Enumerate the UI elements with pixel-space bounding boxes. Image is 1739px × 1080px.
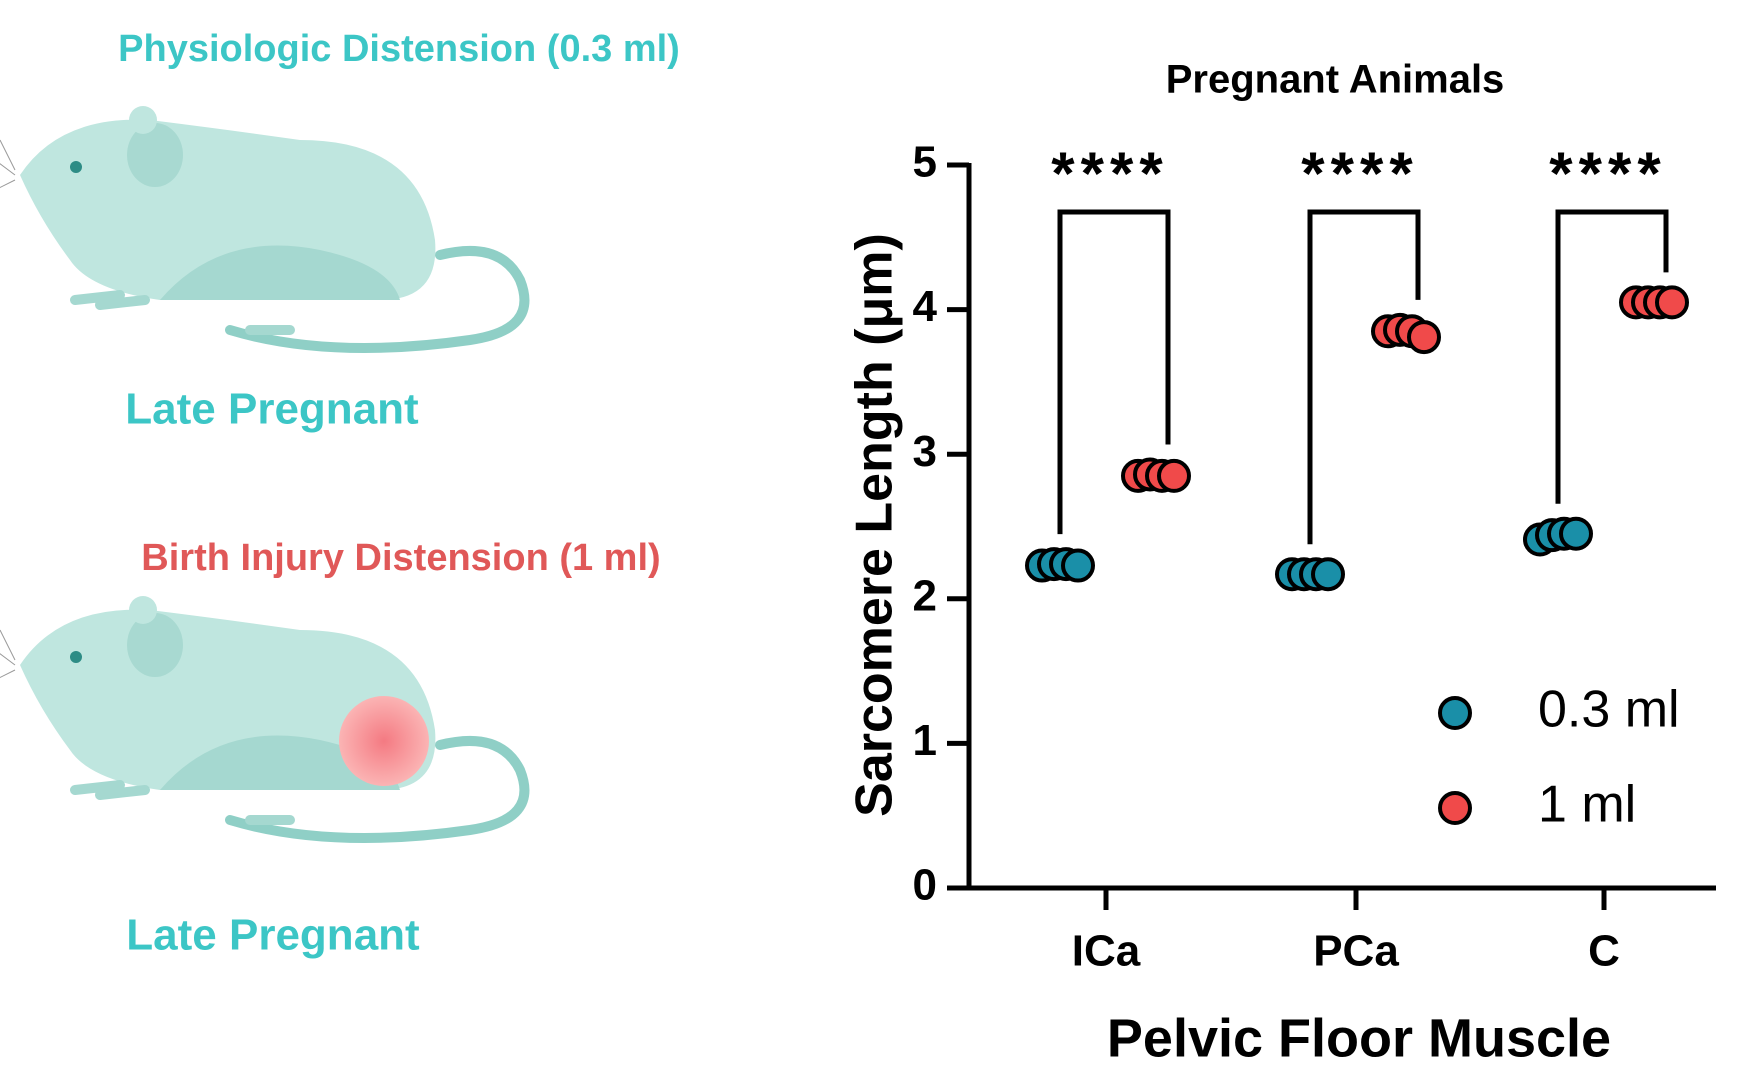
legend-label: 0.3 ml	[1538, 681, 1680, 739]
legend-marker	[1438, 791, 1472, 825]
significance-label: ****	[1051, 140, 1168, 207]
mouse-illustration	[0, 106, 524, 348]
data-point	[1061, 548, 1095, 583]
y-axis-label: Sarcomere Length (μm)	[846, 233, 904, 817]
data-point	[1157, 458, 1191, 493]
significance-label: ****	[1549, 140, 1666, 207]
y-tick-label: 0	[913, 861, 937, 910]
significance-label: ****	[1301, 140, 1418, 207]
data-point	[1559, 516, 1593, 551]
legend-marker	[1438, 696, 1472, 730]
data-point	[1311, 557, 1345, 592]
y-tick-label: 3	[913, 427, 937, 476]
significance-bracket	[1307, 209, 1421, 545]
x-tick-label: ICa	[1072, 927, 1141, 976]
y-tick-label: 2	[913, 571, 937, 620]
x-axis-label: Pelvic Floor Muscle	[1107, 1008, 1611, 1068]
data-point	[1407, 320, 1441, 355]
label: Late Pregnant	[126, 911, 420, 960]
chart-title: Pregnant Animals	[1166, 58, 1505, 102]
legend-label: 1 ml	[1538, 776, 1636, 834]
mouse-illustration	[0, 596, 524, 838]
x-tick-label: C	[1588, 927, 1620, 976]
caption: Physiologic Distension (0.3 ml)	[118, 28, 680, 70]
injury-marker	[339, 696, 429, 786]
y-tick-label: 4	[913, 282, 938, 331]
significance-bracket	[1555, 209, 1669, 504]
x-tick-label: PCa	[1313, 927, 1399, 976]
significance-bracket	[1057, 209, 1171, 535]
data-point	[1655, 285, 1689, 320]
label: Late Pregnant	[125, 385, 419, 434]
y-tick-label: 5	[913, 138, 937, 187]
y-tick-label: 1	[913, 716, 937, 765]
caption: Birth Injury Distension (1 ml)	[141, 537, 660, 579]
